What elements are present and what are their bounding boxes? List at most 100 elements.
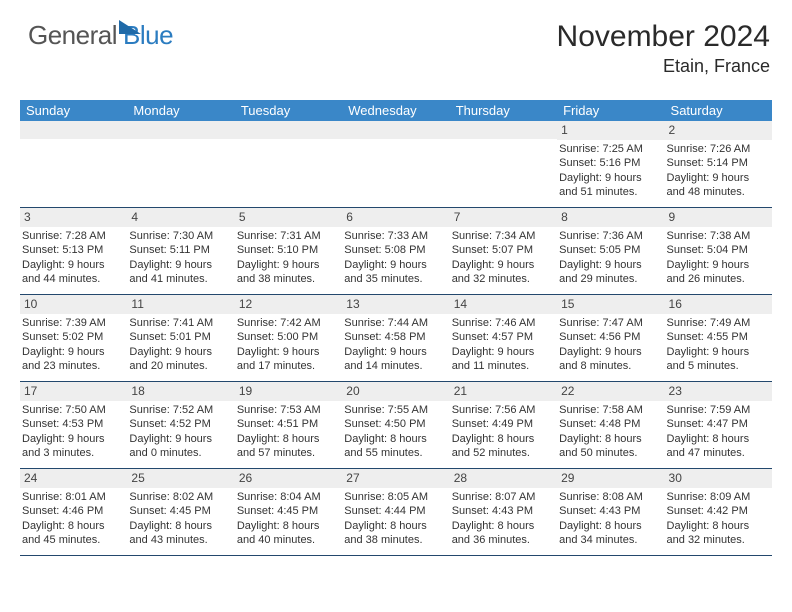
sunrise-text: Sunrise: 7:59 AM: [667, 403, 770, 417]
sunset-text: Sunset: 5:07 PM: [452, 243, 555, 257]
day-body: Sunrise: 8:07 AMSunset: 4:43 PMDaylight:…: [450, 488, 557, 550]
sunrise-text: Sunrise: 7:30 AM: [129, 229, 232, 243]
day-number: 30: [665, 469, 772, 488]
day-body: Sunrise: 7:47 AMSunset: 4:56 PMDaylight:…: [557, 314, 664, 376]
day-number: 17: [20, 382, 127, 401]
sunrise-text: Sunrise: 7:58 AM: [559, 403, 662, 417]
day-number: 2: [665, 121, 772, 140]
daylight-text: Daylight: 9 hours and 35 minutes.: [344, 258, 447, 286]
day-body: Sunrise: 7:33 AMSunset: 5:08 PMDaylight:…: [342, 227, 449, 289]
day-cell: 10Sunrise: 7:39 AMSunset: 5:02 PMDayligh…: [20, 295, 127, 381]
sunset-text: Sunset: 5:02 PM: [22, 330, 125, 344]
day-body: Sunrise: 7:41 AMSunset: 5:01 PMDaylight:…: [127, 314, 234, 376]
day-body: Sunrise: 7:31 AMSunset: 5:10 PMDaylight:…: [235, 227, 342, 289]
day-body: Sunrise: 8:08 AMSunset: 4:43 PMDaylight:…: [557, 488, 664, 550]
sunrise-text: Sunrise: 7:26 AM: [667, 142, 770, 156]
day-number: 20: [342, 382, 449, 401]
daylight-text: Daylight: 9 hours and 44 minutes.: [22, 258, 125, 286]
sunset-text: Sunset: 4:47 PM: [667, 417, 770, 431]
sunrise-text: Sunrise: 7:56 AM: [452, 403, 555, 417]
day-body: Sunrise: 7:49 AMSunset: 4:55 PMDaylight:…: [665, 314, 772, 376]
day-cell: 20Sunrise: 7:55 AMSunset: 4:50 PMDayligh…: [342, 382, 449, 468]
day-cell: 27Sunrise: 8:05 AMSunset: 4:44 PMDayligh…: [342, 469, 449, 555]
sunrise-text: Sunrise: 7:53 AM: [237, 403, 340, 417]
sunrise-text: Sunrise: 7:38 AM: [667, 229, 770, 243]
daylight-text: Daylight: 8 hours and 55 minutes.: [344, 432, 447, 460]
day-number: 16: [665, 295, 772, 314]
sunrise-text: Sunrise: 7:52 AM: [129, 403, 232, 417]
sunset-text: Sunset: 4:52 PM: [129, 417, 232, 431]
week-row: 3Sunrise: 7:28 AMSunset: 5:13 PMDaylight…: [20, 208, 772, 295]
day-number: 1: [557, 121, 664, 140]
daylight-text: Daylight: 9 hours and 38 minutes.: [237, 258, 340, 286]
daylight-text: Daylight: 9 hours and 32 minutes.: [452, 258, 555, 286]
empty-daynum-strip: [450, 121, 557, 139]
daylight-text: Daylight: 9 hours and 11 minutes.: [452, 345, 555, 373]
day-cell: 18Sunrise: 7:52 AMSunset: 4:52 PMDayligh…: [127, 382, 234, 468]
weekday-header: Friday: [557, 100, 664, 121]
daylight-text: Daylight: 8 hours and 50 minutes.: [559, 432, 662, 460]
day-number: 24: [20, 469, 127, 488]
day-body: Sunrise: 7:28 AMSunset: 5:13 PMDaylight:…: [20, 227, 127, 289]
day-cell: 17Sunrise: 7:50 AMSunset: 4:53 PMDayligh…: [20, 382, 127, 468]
weekday-header: Monday: [127, 100, 234, 121]
calendar: SundayMondayTuesdayWednesdayThursdayFrid…: [20, 100, 772, 556]
empty-daynum-strip: [235, 121, 342, 139]
day-cell: 19Sunrise: 7:53 AMSunset: 4:51 PMDayligh…: [235, 382, 342, 468]
day-body: Sunrise: 8:04 AMSunset: 4:45 PMDaylight:…: [235, 488, 342, 550]
day-cell: 16Sunrise: 7:49 AMSunset: 4:55 PMDayligh…: [665, 295, 772, 381]
day-cell: 4Sunrise: 7:30 AMSunset: 5:11 PMDaylight…: [127, 208, 234, 294]
sunrise-text: Sunrise: 7:46 AM: [452, 316, 555, 330]
day-number: 23: [665, 382, 772, 401]
empty-daynum-strip: [20, 121, 127, 139]
sunrise-text: Sunrise: 8:01 AM: [22, 490, 125, 504]
day-number: 14: [450, 295, 557, 314]
daylight-text: Daylight: 9 hours and 5 minutes.: [667, 345, 770, 373]
empty-day-cell: [342, 121, 449, 207]
sunset-text: Sunset: 4:42 PM: [667, 504, 770, 518]
weekday-header: Sunday: [20, 100, 127, 121]
day-body: Sunrise: 7:53 AMSunset: 4:51 PMDaylight:…: [235, 401, 342, 463]
sunset-text: Sunset: 5:11 PM: [129, 243, 232, 257]
day-number: 26: [235, 469, 342, 488]
day-cell: 14 Sunrise: 7:46 AMSunset: 4:57 PMDayligh…: [450, 295, 557, 381]
sunrise-text: Sunrise: 7:31 AM: [237, 229, 340, 243]
day-number: 5: [235, 208, 342, 227]
day-number: 28: [450, 469, 557, 488]
sunset-text: Sunset: 5:08 PM: [344, 243, 447, 257]
location: Etain, France: [557, 56, 770, 77]
daylight-text: Daylight: 9 hours and 8 minutes.: [559, 345, 662, 373]
day-body: Sunrise: 7:26 AMSunset: 5:14 PMDaylight:…: [665, 140, 772, 202]
daylight-text: Daylight: 9 hours and 17 minutes.: [237, 345, 340, 373]
sunrise-text: Sunrise: 8:04 AM: [237, 490, 340, 504]
day-cell: 8Sunrise: 7:36 AMSunset: 5:05 PMDaylight…: [557, 208, 664, 294]
sunset-text: Sunset: 4:50 PM: [344, 417, 447, 431]
daylight-text: Daylight: 9 hours and 29 minutes.: [559, 258, 662, 286]
sunrise-text: Sunrise: 8:05 AM: [344, 490, 447, 504]
daylight-text: Daylight: 8 hours and 57 minutes.: [237, 432, 340, 460]
sunset-text: Sunset: 4:57 PM: [452, 330, 555, 344]
sunrise-text: Sunrise: 7:28 AM: [22, 229, 125, 243]
sunrise-text: Sunrise: 7:50 AM: [22, 403, 125, 417]
logo-text-1: General: [28, 20, 117, 51]
week-row: 17Sunrise: 7:50 AMSunset: 4:53 PMDayligh…: [20, 382, 772, 469]
day-body: Sunrise: 8:05 AMSunset: 4:44 PMDaylight:…: [342, 488, 449, 550]
day-cell: 25Sunrise: 8:02 AMSunset: 4:45 PMDayligh…: [127, 469, 234, 555]
sunset-text: Sunset: 4:49 PM: [452, 417, 555, 431]
day-cell: 30Sunrise: 8:09 AMSunset: 4:42 PMDayligh…: [665, 469, 772, 555]
day-cell: 28Sunrise: 8:07 AMSunset: 4:43 PMDayligh…: [450, 469, 557, 555]
sunset-text: Sunset: 5:01 PM: [129, 330, 232, 344]
sunset-text: Sunset: 4:43 PM: [452, 504, 555, 518]
sunrise-text: Sunrise: 7:33 AM: [344, 229, 447, 243]
week-row: 1Sunrise: 7:25 AMSunset: 5:16 PMDaylight…: [20, 121, 772, 208]
weekday-header: Thursday: [450, 100, 557, 121]
month-title: November 2024: [557, 20, 770, 54]
day-body: Sunrise: 7:39 AMSunset: 5:02 PMDaylight:…: [20, 314, 127, 376]
day-number: 25: [127, 469, 234, 488]
day-body: Sunrise: 7:34 AMSunset: 5:07 PMDaylight:…: [450, 227, 557, 289]
week-row: 24Sunrise: 8:01 AMSunset: 4:46 PMDayligh…: [20, 469, 772, 556]
sunset-text: Sunset: 5:16 PM: [559, 156, 662, 170]
week-row: 10Sunrise: 7:39 AMSunset: 5:02 PMDayligh…: [20, 295, 772, 382]
sunset-text: Sunset: 5:04 PM: [667, 243, 770, 257]
daylight-text: Daylight: 8 hours and 47 minutes.: [667, 432, 770, 460]
